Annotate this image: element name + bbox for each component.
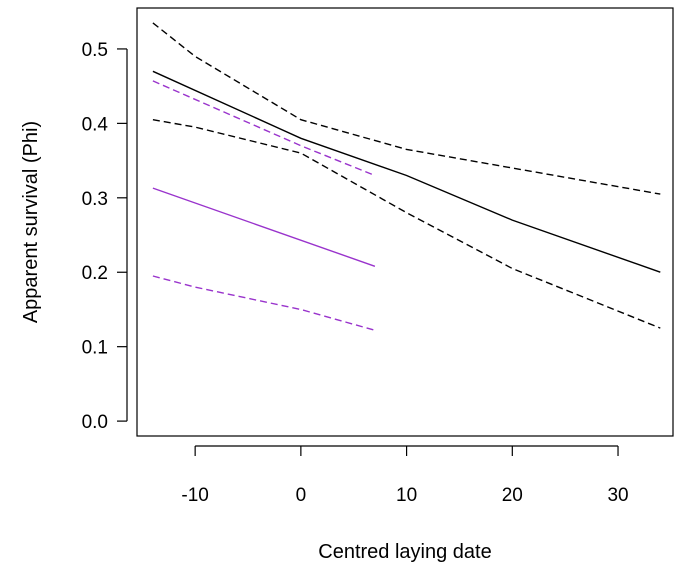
x-axis-title: Centred laying date: [318, 541, 491, 563]
x-tick-label: 20: [502, 485, 523, 506]
x-tick-label: 30: [607, 485, 628, 506]
y-axis-title: Apparent survival (Phi): [20, 121, 42, 323]
y-tick-label: 0.3: [82, 189, 108, 210]
series-line-1: [152, 70, 661, 273]
series-layer: [152, 22, 661, 331]
x-tick-label: 10: [396, 485, 417, 506]
y-tick-label: 0.2: [82, 263, 108, 284]
series-line-6: [152, 275, 376, 331]
x-tick-label: 0: [296, 485, 307, 506]
series-line-2: [152, 22, 661, 195]
series-line-5: [152, 80, 376, 177]
y-tick-label: 0.1: [82, 338, 108, 359]
series-line-3: [152, 119, 661, 329]
y-axis: 0.0 0.1 0.2 0.3 0.4 0.5: [82, 40, 128, 433]
x-tick-label: -10: [181, 485, 208, 506]
plot-frame: [136, 7, 674, 437]
x-axis: -10 0 10 20 30: [181, 445, 629, 506]
y-tick-label: 0.5: [82, 40, 108, 61]
y-tick-label: 0.0: [82, 412, 108, 433]
y-tick-label: 0.4: [82, 114, 109, 135]
series-line-4: [152, 187, 376, 267]
